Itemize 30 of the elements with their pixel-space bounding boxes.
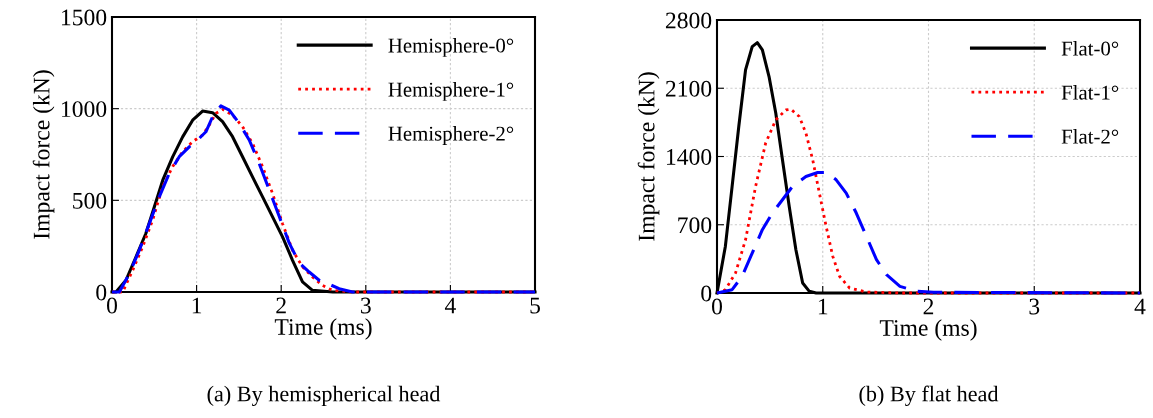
y-axis-title: Impact force (kN)	[637, 72, 660, 241]
x-tick-label: 3	[361, 297, 371, 314]
x-tick-label: 2	[923, 298, 934, 315]
x-tick-label: 1	[192, 297, 202, 314]
y-axis-title: Impact force (kN)	[32, 70, 55, 239]
legend-label: Hemisphere-1°	[388, 81, 514, 101]
x-tick-label: 3	[1029, 298, 1040, 315]
legend-label: Hemisphere-2°	[388, 126, 514, 145]
y-tick-label: 700	[678, 217, 712, 234]
y-tick-label: 2100	[665, 80, 712, 97]
y-tick-label: 1500	[61, 9, 107, 26]
x-tick-label: 4	[1134, 298, 1146, 315]
legend-label: Flat-0°	[1061, 40, 1119, 56]
x-tick-label: 1	[818, 298, 828, 315]
legend-label: Flat-2°	[1061, 129, 1119, 144]
legend-label: Flat-1°	[1061, 84, 1119, 100]
x-tick-label: 2	[276, 297, 286, 314]
text: (a) By hemispherical head	[207, 385, 441, 406]
y-tick-label: 1400	[666, 148, 712, 165]
x-axis-title: Time (ms)	[274, 318, 372, 340]
y-tick-label: 2800	[665, 12, 712, 29]
y-tick-label: 500	[73, 192, 107, 209]
x-axis-title: Time (ms)	[879, 319, 977, 341]
y-tick-label: 0	[96, 284, 107, 301]
text: (b) By flat head	[859, 385, 999, 406]
x-tick-label: 4	[444, 297, 456, 314]
x-tick-label: 5	[530, 297, 540, 314]
y-tick-label: 1000	[61, 101, 107, 118]
y-tick-label: 0	[701, 285, 712, 302]
legend-label: Hemisphere-0°	[388, 37, 514, 57]
